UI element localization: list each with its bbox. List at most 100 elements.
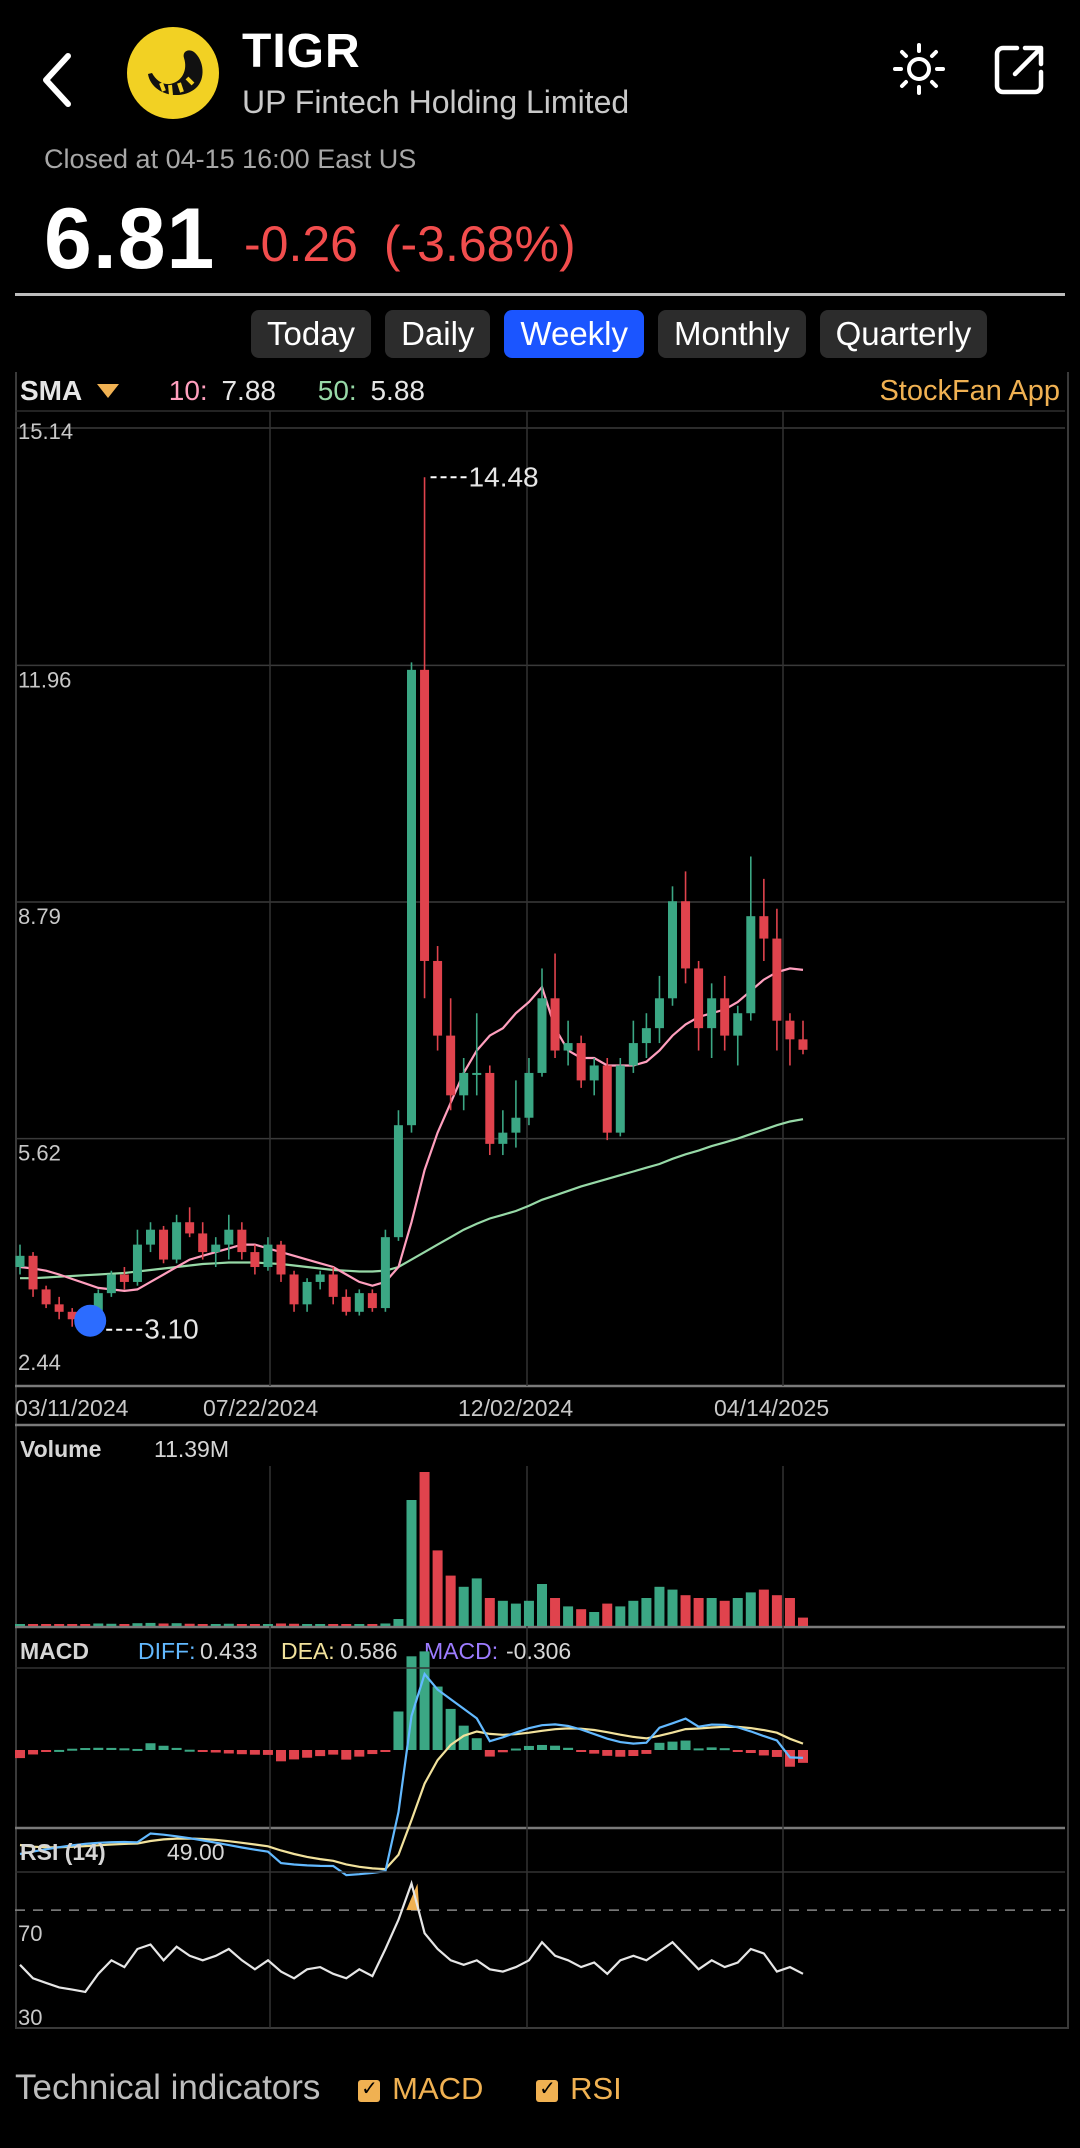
price-tick-label: 15.14 bbox=[18, 419, 73, 444]
macd-histogram-bar bbox=[80, 1748, 91, 1751]
candle-body bbox=[615, 1065, 625, 1133]
candle-body bbox=[537, 998, 547, 1073]
volume-bar bbox=[380, 1623, 391, 1626]
candle-body bbox=[668, 901, 677, 999]
back-icon bbox=[43, 53, 71, 107]
volume-bar bbox=[28, 1624, 39, 1626]
price-tick-label: 2.44 bbox=[18, 1350, 61, 1375]
dropdown-triangle-icon bbox=[96, 384, 119, 398]
candle-body bbox=[393, 1125, 403, 1238]
candle-body bbox=[276, 1244, 286, 1275]
volume-label: Volume bbox=[20, 1436, 101, 1462]
brightness-button[interactable] bbox=[892, 42, 946, 101]
rsi-toggle[interactable]: RSI bbox=[536, 2071, 622, 2106]
volume-bar bbox=[328, 1624, 339, 1626]
volume-bar bbox=[706, 1598, 717, 1626]
macd-histogram-bar bbox=[184, 1749, 195, 1752]
tab-monthly[interactable]: Monthly bbox=[658, 310, 806, 358]
macd-histogram-bar bbox=[302, 1750, 313, 1758]
tab-today[interactable]: Today bbox=[251, 310, 372, 358]
candle-body bbox=[772, 938, 782, 1021]
candle-body bbox=[302, 1281, 312, 1305]
macd-histogram-bar bbox=[249, 1750, 260, 1755]
brightness-icon bbox=[893, 43, 945, 95]
candle-body bbox=[250, 1252, 260, 1268]
volume-bar bbox=[119, 1624, 130, 1626]
volume-bar bbox=[667, 1589, 678, 1626]
candle-body bbox=[407, 669, 416, 1126]
volume-bar bbox=[510, 1603, 521, 1626]
volume-bar bbox=[537, 1584, 547, 1626]
volume-bar bbox=[680, 1595, 691, 1626]
rsi-tick-30: 30 bbox=[18, 2005, 42, 2030]
macd-histogram-bar bbox=[458, 1725, 469, 1750]
volume-bar bbox=[158, 1623, 169, 1626]
macd-histogram-bar bbox=[158, 1745, 169, 1750]
candle-body bbox=[263, 1244, 273, 1268]
macd-histogram-bar bbox=[93, 1747, 104, 1750]
volume-bar bbox=[615, 1606, 626, 1626]
volume-bar bbox=[93, 1623, 104, 1626]
volume-bar bbox=[550, 1598, 561, 1626]
candle-body bbox=[172, 1222, 182, 1260]
macd-toggle[interactable]: MACD bbox=[358, 2071, 492, 2106]
volume-bar bbox=[732, 1598, 743, 1626]
change-percent: (-3.68%) bbox=[383, 216, 576, 272]
candle-body bbox=[446, 1035, 456, 1096]
candle-body bbox=[132, 1244, 142, 1282]
share-button[interactable] bbox=[993, 42, 1047, 101]
candle-body bbox=[380, 1237, 390, 1309]
candle-body bbox=[589, 1065, 599, 1081]
volume-bar bbox=[602, 1603, 613, 1626]
diff-line bbox=[19, 1671, 804, 1877]
macd-histogram-bar bbox=[132, 1748, 143, 1751]
volume-bar bbox=[145, 1622, 156, 1626]
candle-body bbox=[67, 1311, 77, 1320]
tab-quarterly[interactable]: Quarterly bbox=[819, 310, 988, 358]
candle-body bbox=[185, 1222, 195, 1234]
sma-selector[interactable]: SMA bbox=[20, 375, 129, 406]
candle-body bbox=[563, 1043, 573, 1051]
checkbox-icon bbox=[358, 2076, 381, 2102]
candle-body bbox=[119, 1274, 129, 1282]
volume-bar bbox=[497, 1600, 508, 1626]
candle-body bbox=[641, 1028, 651, 1044]
volume-bar bbox=[223, 1623, 234, 1626]
macd-histogram-bar bbox=[119, 1748, 130, 1751]
tab-weekly[interactable]: Weekly bbox=[504, 310, 645, 358]
macd-histogram-bar bbox=[41, 1750, 52, 1752]
macd-histogram-bar bbox=[223, 1750, 234, 1754]
candle-body bbox=[485, 1072, 495, 1144]
macd-histogram-bar bbox=[432, 1686, 443, 1750]
volume-bar bbox=[445, 1575, 456, 1626]
macd-histogram-bar bbox=[497, 1750, 508, 1753]
date-label: 07/22/2024 bbox=[203, 1395, 318, 1421]
rsi-tick-70: 70 bbox=[18, 1921, 42, 1946]
candle-body bbox=[459, 1072, 469, 1096]
volume-bar bbox=[15, 1624, 25, 1626]
macd-histogram-bar bbox=[641, 1750, 652, 1754]
change-value: -0.26 bbox=[244, 216, 358, 272]
macd-histogram-bar bbox=[15, 1750, 25, 1759]
candle-body bbox=[211, 1244, 221, 1253]
tab-daily[interactable]: Daily bbox=[385, 310, 491, 358]
candle-body bbox=[224, 1229, 234, 1245]
volume-bar bbox=[184, 1623, 195, 1626]
diff-label: DIFF: bbox=[138, 1638, 196, 1664]
macd-histogram-bar bbox=[106, 1747, 117, 1750]
volume-bar bbox=[54, 1624, 65, 1626]
candle-body bbox=[472, 1072, 482, 1075]
macd-histogram-bar bbox=[471, 1738, 482, 1750]
candle-body bbox=[785, 1020, 795, 1040]
candle-body bbox=[41, 1289, 51, 1305]
volume-bar bbox=[523, 1600, 534, 1626]
macd-histogram-bar bbox=[210, 1750, 221, 1753]
back-button[interactable] bbox=[38, 50, 78, 110]
price-tick-label: 8.79 bbox=[18, 904, 61, 929]
volume-bar bbox=[628, 1600, 639, 1626]
period-tabs: Today Daily Weekly Monthly Quarterly bbox=[251, 310, 988, 358]
candle-body bbox=[707, 998, 717, 1029]
sma10-line bbox=[19, 967, 804, 1293]
volume-bar bbox=[432, 1550, 443, 1626]
